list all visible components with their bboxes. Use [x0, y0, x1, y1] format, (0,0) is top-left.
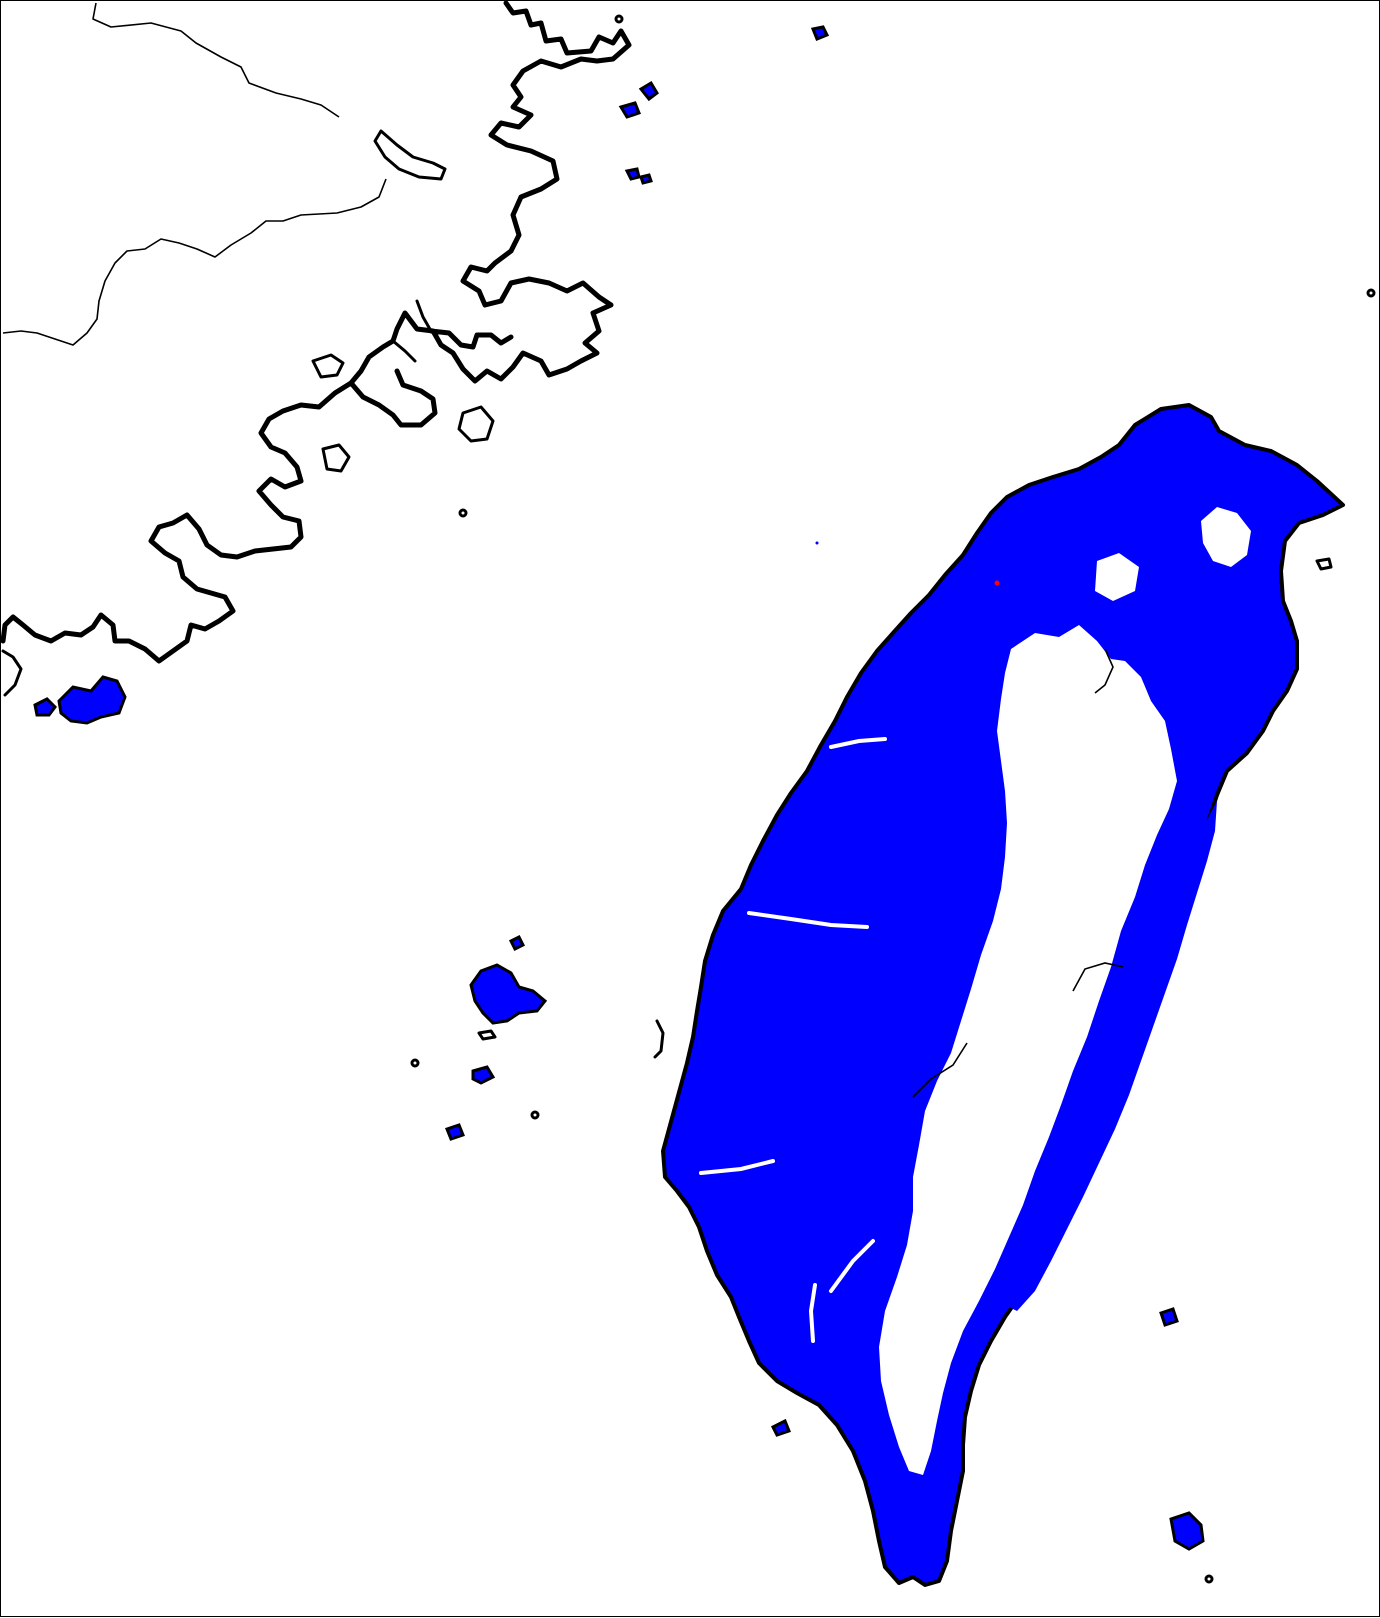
offshore-islet [614, 14, 624, 24]
inland-boundary [2, 178, 387, 346]
mainland-inlet-north [373, 129, 447, 181]
landcover-islet [624, 167, 641, 181]
offshore-island [321, 443, 351, 473]
offshore-islet [530, 1110, 540, 1120]
landcover-liuqiu-island [770, 1418, 791, 1437]
valley-line [1094, 648, 1114, 694]
river [829, 1239, 875, 1293]
hill-patch [1095, 553, 1139, 601]
offshore-islet [1204, 1574, 1214, 1584]
mainland-inlet-west [1, 649, 23, 697]
mainland-bay-mid [391, 299, 433, 363]
mainland-coastline [1, 1, 632, 664]
offshore-islet [458, 508, 468, 518]
valley-line [1072, 962, 1124, 992]
offshore-island [457, 405, 495, 443]
landcover-islet [810, 25, 830, 41]
offshore-island [311, 353, 345, 379]
landcover-islet [815, 541, 819, 545]
landcover-east-rift [1005, 801, 1217, 1311]
landcover-island-west [33, 697, 57, 717]
landcover-penghu-south [445, 1123, 465, 1141]
offshore-islet [410, 1058, 420, 1068]
landcover-orchid-island [1169, 1511, 1205, 1551]
offshore-islet [653, 1019, 665, 1059]
landcover-penghu-north [508, 934, 526, 952]
offshore-islet [1315, 557, 1333, 571]
central-mountains [879, 625, 1177, 1475]
landcover-penghu-south [471, 1065, 496, 1085]
landcover-green-island [1159, 1307, 1179, 1327]
river [808, 1283, 817, 1343]
offshore-islet [1366, 288, 1376, 298]
landcover-penghu-main [469, 963, 548, 1025]
landcover-islet [639, 173, 653, 185]
valley-line [912, 1042, 968, 1098]
landcover-islet [618, 101, 641, 119]
offshore-islet [477, 1029, 497, 1041]
provincial-border [92, 2, 340, 118]
location-marker [994, 580, 1000, 586]
river [747, 911, 869, 929]
river [829, 737, 887, 749]
river [699, 1159, 775, 1175]
landcover-island-west [57, 675, 127, 725]
hill-patch [1201, 507, 1251, 567]
landcover-islet [638, 80, 659, 102]
